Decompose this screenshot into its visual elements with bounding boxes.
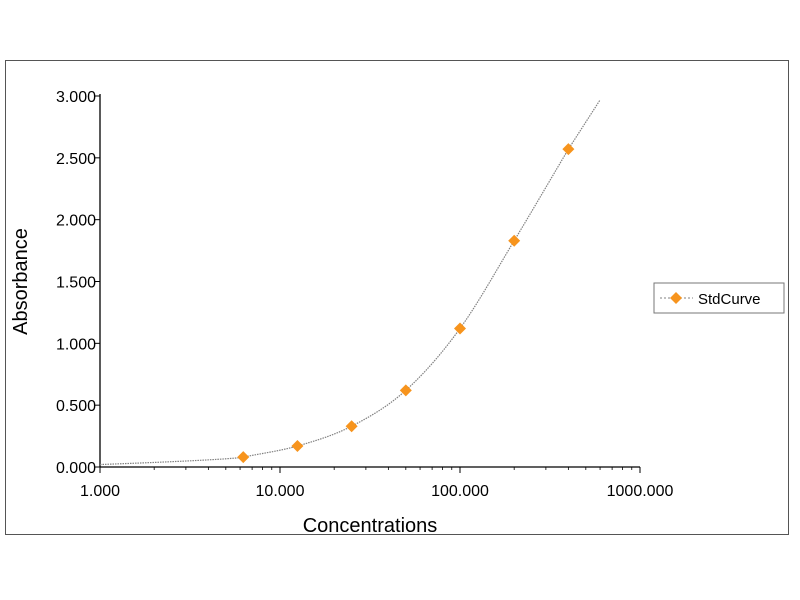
y-tick-label: 3.000: [56, 89, 96, 106]
y-tick-label: 1.500: [56, 275, 96, 292]
x-tick-label: 1000.000: [607, 483, 674, 500]
y-axis-title: Absorbance: [10, 228, 32, 335]
legend-label: StdCurve: [698, 291, 761, 308]
y-tick-label: 0.000: [56, 460, 96, 477]
data-point-diamond: [454, 322, 466, 335]
data-point-diamond: [345, 420, 358, 433]
x-tick-label: 10.000: [256, 483, 305, 500]
y-tick-label: 0.500: [56, 398, 96, 415]
fit-curve-line: [99, 99, 601, 466]
y-tick-label: 2.000: [56, 213, 96, 230]
x-tick-label: 1.000: [80, 483, 120, 500]
y-tick-label: 2.500: [56, 151, 96, 168]
axes: 0.000 0.500 1.000 1.500 2.000 2.500 3.000 1.000…: [56, 89, 674, 500]
data-point-diamond: [508, 234, 521, 247]
legend: StdCurve: [653, 282, 785, 314]
data-point-diamond: [562, 143, 575, 156]
fit-curve: [99, 99, 601, 466]
data-point-diamond: [237, 451, 250, 464]
data-points: [237, 143, 575, 464]
x-axis-title: Concentrations: [303, 515, 438, 537]
y-tick-label: 1.000: [56, 336, 96, 353]
data-point-diamond: [399, 384, 412, 397]
x-tick-label: 100.000: [431, 483, 489, 500]
data-point-diamond: [291, 439, 304, 452]
legend-marker-diamond: [670, 292, 682, 304]
